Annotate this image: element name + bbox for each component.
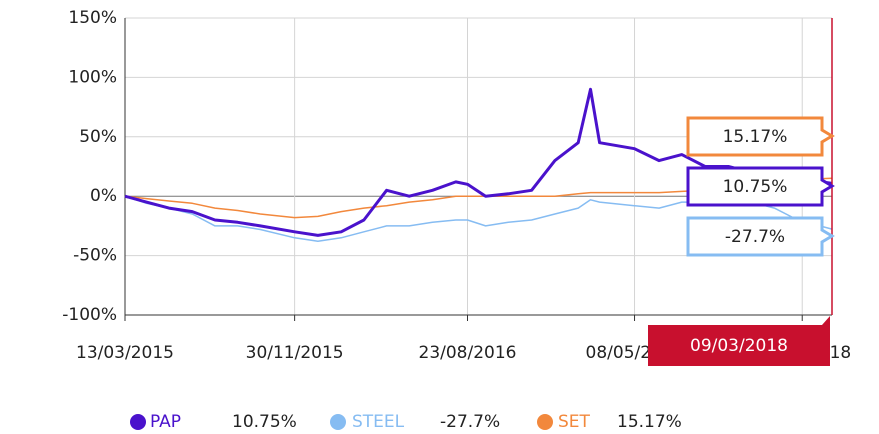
y-tick-label: 50%: [79, 127, 117, 147]
end-label: 15.17%: [723, 127, 788, 147]
date-box: [648, 316, 830, 366]
end-label-box: [686, 116, 835, 157]
date-label: 09/03/2018: [690, 336, 788, 356]
y-tick-label: -50%: [73, 246, 117, 266]
legend-label: SET: [558, 412, 591, 432]
y-tick-label: 150%: [68, 8, 117, 28]
y-tick-label: 100%: [68, 67, 117, 87]
legend-value: -27.7%: [440, 412, 500, 432]
x-tick-label: 23/08/2016: [419, 343, 517, 363]
x-tick-label: 13/03/2015: [76, 343, 174, 363]
legend-label: STEEL: [352, 412, 405, 432]
legend-swatch: [330, 414, 346, 430]
end-label: -27.7%: [725, 227, 785, 247]
y-tick-label: -100%: [62, 305, 117, 325]
legend-swatch: [537, 414, 553, 430]
x-tick-label: 30/11/2015: [246, 343, 344, 363]
legend-swatch: [130, 414, 146, 430]
legend-value: 10.75%: [232, 412, 297, 432]
end-label-box: [686, 166, 835, 207]
end-label-box: [686, 216, 835, 257]
legend-label: PAP: [150, 412, 181, 432]
y-tick-label: 0%: [90, 186, 117, 206]
line-series: [124, 87, 833, 237]
legend-value: 15.17%: [617, 412, 682, 432]
end-label: 10.75%: [723, 177, 788, 197]
